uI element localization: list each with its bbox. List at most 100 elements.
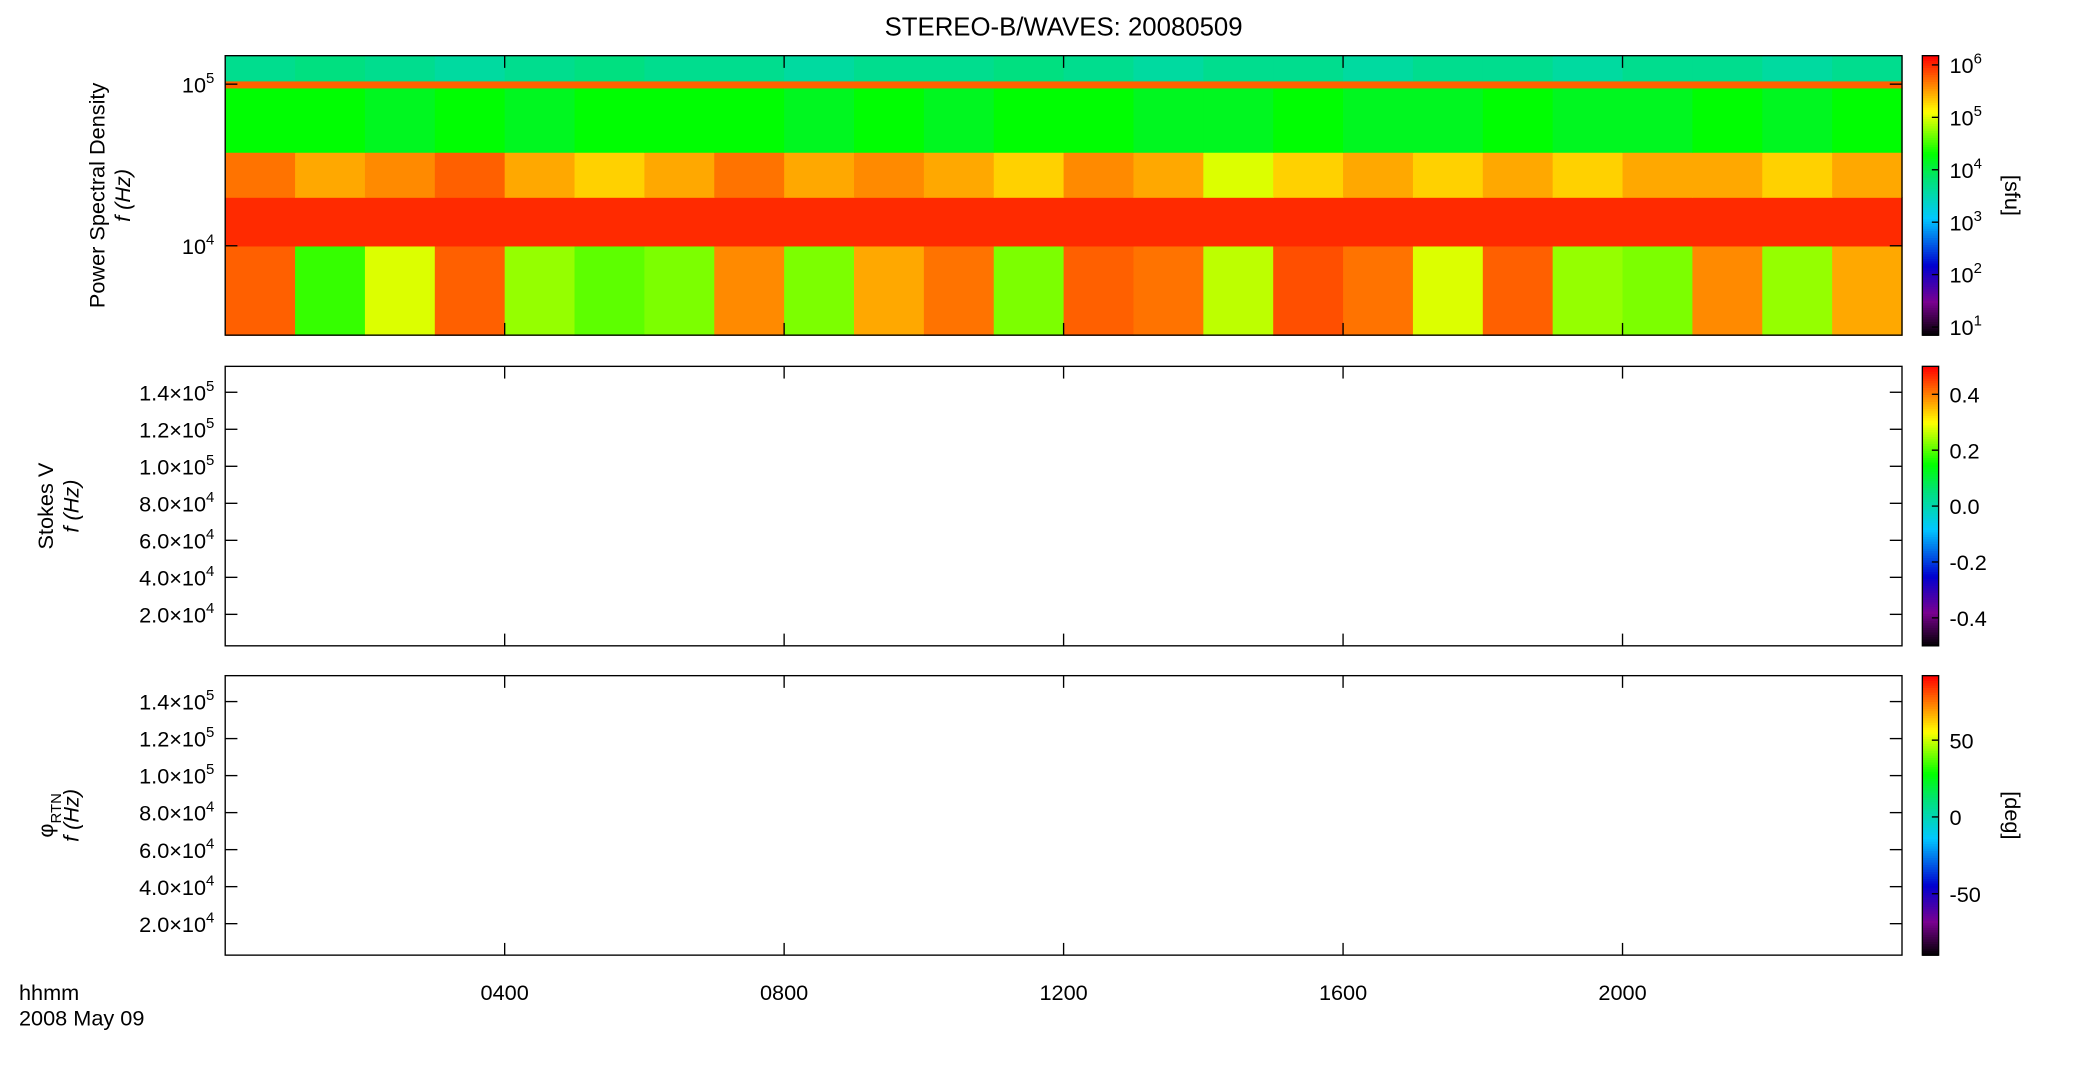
- colorbar-segment: [1922, 74, 1939, 78]
- colorbar-segment: [1922, 726, 1939, 730]
- colorbar-segment: [1922, 915, 1939, 919]
- colorbar-segment: [1922, 501, 1939, 505]
- colorbar-segment: [1922, 815, 1939, 819]
- colorbar-segment: [1922, 878, 1939, 882]
- colorbar-segment: [1922, 817, 1939, 821]
- heatmap-cell: [364, 152, 436, 198]
- colorbar-segment: [1922, 260, 1939, 264]
- colorbar-segment: [1922, 736, 1939, 740]
- heatmap-cell: [1203, 80, 1274, 89]
- heatmap-cell: [1063, 55, 1135, 82]
- colorbar-tick-label: 103: [1949, 208, 1981, 235]
- heatmap-cell: [1133, 55, 1205, 82]
- colorbar-segment: [1922, 752, 1939, 756]
- heatmap-cell: [1482, 80, 1554, 89]
- colorbar-segment: [1922, 457, 1939, 461]
- colorbar-segment: [1922, 757, 1939, 761]
- colorbar-segment: [1922, 461, 1939, 465]
- colorbar-segment: [1922, 906, 1939, 910]
- colorbar-segment: [1922, 506, 1939, 510]
- colorbar-segment: [1922, 687, 1939, 691]
- colorbar-segment: [1922, 330, 1939, 334]
- colorbar-segment: [1922, 300, 1939, 304]
- colorbar-segment: [1922, 684, 1939, 688]
- colorbar-segment: [1922, 473, 1939, 477]
- heatmap-cell: [923, 152, 995, 198]
- colorbar-tick-label: 106: [1949, 51, 1981, 78]
- y-tick-label: 1.0×105: [139, 761, 214, 788]
- colorbar-segment: [1922, 118, 1939, 122]
- colorbar-segment: [1922, 889, 1939, 893]
- colorbar-segment: [1922, 200, 1939, 204]
- colorbar-tick-label-base: 10: [1949, 105, 1973, 130]
- colorbar-segment: [1922, 207, 1939, 211]
- colorbar-segment: [1922, 371, 1939, 375]
- colorbar-segment: [1922, 478, 1939, 482]
- colorbar-segment: [1922, 580, 1939, 584]
- colorbar-segment: [1922, 232, 1939, 236]
- colorbar-segment: [1922, 729, 1939, 733]
- heatmap-cell: [1412, 245, 1484, 336]
- colorbar-segment: [1922, 64, 1939, 69]
- y-tick-label-exponent: 5: [206, 70, 214, 87]
- colorbar-segment: [1922, 276, 1939, 280]
- heatmap-cell: [574, 55, 646, 82]
- colorbar-segment: [1922, 731, 1939, 735]
- colorbar-segment: [1922, 606, 1939, 610]
- y-tick-label-base: 2.0×10: [139, 912, 206, 937]
- colorbar-segment: [1922, 950, 1939, 954]
- colorbar-tick-label-base: 10: [1949, 315, 1973, 340]
- colorbar-segment: [1922, 787, 1939, 791]
- colorbar-segment: [1922, 764, 1939, 768]
- colorbar-segment: [1922, 750, 1939, 754]
- colorbar-segment: [1922, 120, 1939, 124]
- y-tick-label: 6.0×104: [139, 526, 214, 553]
- colorbar-segment: [1922, 705, 1939, 709]
- y-tick-label-exponent: 4: [206, 798, 214, 815]
- colorbar-segment: [1922, 875, 1939, 879]
- colorbar-segment: [1922, 831, 1939, 835]
- colorbar-segment: [1922, 60, 1939, 64]
- colorbar-segment: [1922, 894, 1939, 898]
- colorbar-segment: [1922, 494, 1939, 498]
- heatmap-cell: [1692, 152, 1763, 198]
- colorbar-segment: [1922, 382, 1939, 386]
- colorbar-segment: [1922, 496, 1939, 500]
- colorbar-segment: [1922, 627, 1939, 631]
- colorbar-segment: [1922, 613, 1939, 617]
- x-tick-label: 0400: [481, 980, 529, 1005]
- colorbar-segment: [1922, 538, 1939, 542]
- colorbar-segment: [1922, 868, 1939, 872]
- colorbar-segment: [1922, 181, 1939, 185]
- colorbar-segment: [1922, 228, 1939, 232]
- colorbar-segment: [1922, 724, 1939, 728]
- colorbar-segment: [1922, 58, 1939, 62]
- colorbar-segment: [1922, 183, 1939, 187]
- heatmap-cell: [1133, 152, 1205, 198]
- heatmap-cell: [1273, 245, 1344, 336]
- colorbar-frame: [1921, 55, 1940, 336]
- heatmap-cell: [1482, 152, 1554, 198]
- colorbar-segment: [1922, 429, 1939, 433]
- heatmap-cell: [295, 245, 366, 336]
- heatmap-cell: [1692, 87, 1763, 153]
- heatmap-cell: [923, 197, 995, 247]
- colorbar-segment: [1922, 740, 1939, 744]
- heatmap-cell: [1412, 197, 1484, 247]
- colorbar-segment: [1922, 244, 1939, 248]
- heatmap-cell: [1343, 55, 1414, 82]
- heatmap-cell: [1622, 197, 1694, 247]
- colorbar-segment: [1922, 216, 1939, 220]
- colorbar-segment: [1922, 221, 1939, 225]
- colorbar-segment: [1922, 279, 1939, 283]
- colorbar-segment: [1922, 850, 1939, 854]
- colorbar-segment: [1922, 620, 1939, 624]
- heatmap-cell: [1832, 245, 1903, 336]
- colorbar-segment: [1922, 251, 1939, 255]
- colorbar-segment: [1922, 557, 1939, 561]
- heatmap-cell: [1273, 80, 1344, 89]
- colorbar-segment: [1922, 288, 1939, 292]
- heatmap-cell: [225, 245, 296, 336]
- colorbar-segment: [1922, 293, 1939, 297]
- colorbar-segment: [1922, 401, 1939, 405]
